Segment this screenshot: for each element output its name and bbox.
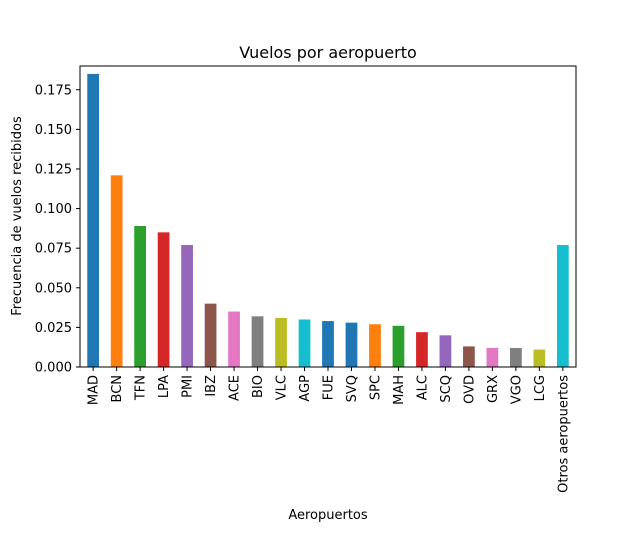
bar-tfn	[134, 226, 146, 367]
y-tick-label: 0.025	[35, 321, 72, 336]
bar-ace	[228, 311, 240, 367]
bar-fue	[322, 321, 334, 367]
y-tick-label: 0.075	[35, 242, 72, 257]
x-tick-label: Otros aeropuertos	[556, 375, 571, 493]
y-tick-label: 0.000	[35, 361, 72, 376]
x-tick-label: AGP	[298, 375, 313, 402]
plot-area	[87, 73, 569, 368]
x-axis-title: Aeropuertos	[288, 508, 368, 523]
bar-ibz	[204, 303, 217, 367]
plot-frame	[79, 65, 577, 368]
x-tick-label: PMI	[181, 375, 196, 398]
x-tick-label: TFN	[134, 375, 149, 401]
bar-grx	[486, 347, 499, 367]
bar-bio	[251, 316, 264, 367]
bar-alc	[416, 332, 428, 367]
bar-svq	[345, 322, 358, 367]
bar-otros-aeropuertos	[556, 245, 569, 367]
x-axis: MAD BCN TFN LPA PMI IBZ ACE BIO VLC AGP FUE SVQ SPC M…	[87, 367, 571, 493]
x-tick-label: SPC	[368, 375, 383, 400]
bar-agp	[298, 319, 311, 367]
bar-pmi	[181, 245, 193, 367]
x-tick-label: LPA	[157, 375, 172, 398]
bar-ovd	[463, 346, 475, 367]
x-tick-label: MAD	[87, 375, 102, 405]
y-tick-label: 0.175	[35, 83, 72, 98]
x-tick-label: BCN	[110, 375, 125, 403]
x-tick-label: OVD	[462, 375, 477, 404]
x-tick-label: VLC	[275, 375, 290, 400]
y-tick-label: 0.150	[35, 123, 72, 138]
y-axis: 0.000 0.025 0.050 0.075 0.100 0.125 0.150 0.175	[35, 83, 80, 376]
x-tick-label: LCG	[533, 375, 548, 401]
x-tick-label: BIO	[251, 375, 266, 398]
y-axis-title: Frecuencia de vuelos recibidos	[10, 116, 25, 316]
y-tick-label: 0.100	[35, 202, 72, 217]
bar-vlc	[275, 317, 287, 367]
x-tick-label: MAH	[392, 375, 407, 405]
bar-mah	[392, 325, 405, 367]
x-tick-label: ALC	[415, 375, 430, 400]
bar-bcn	[110, 175, 123, 367]
x-tick-label: FUE	[322, 375, 337, 400]
bar-lpa	[157, 232, 170, 367]
x-tick-label: VGO	[509, 375, 524, 404]
bar-vgo	[510, 347, 522, 367]
x-tick-label: SCQ	[439, 375, 454, 403]
bar-spc	[369, 324, 381, 367]
bar-lcg	[533, 349, 546, 367]
bar-scq	[439, 335, 452, 367]
x-tick-label: ACE	[228, 375, 243, 401]
x-tick-label: IBZ	[204, 375, 219, 397]
y-tick-label: 0.050	[35, 281, 72, 296]
y-tick-label: 0.125	[35, 162, 72, 177]
x-tick-label: GRX	[486, 375, 501, 403]
bar-mad	[87, 73, 100, 368]
chart-title: Vuelos por aeropuerto	[239, 43, 417, 62]
x-tick-label: SVQ	[345, 375, 360, 402]
